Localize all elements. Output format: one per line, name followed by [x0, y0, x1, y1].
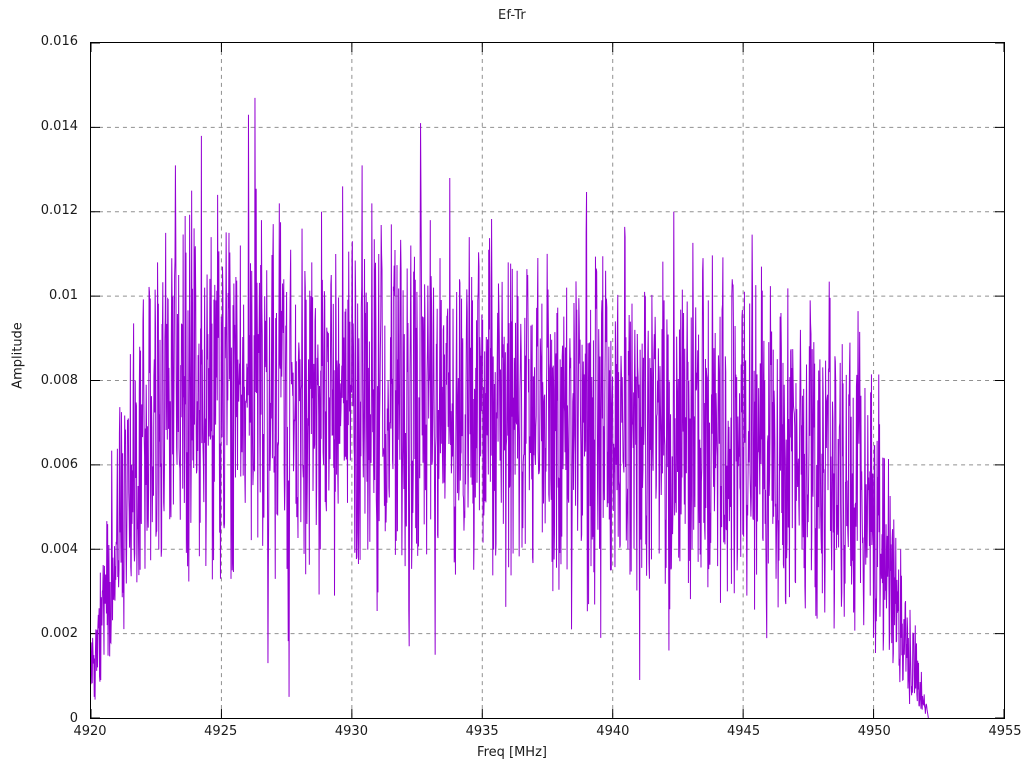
x-tick-label: 4950 — [857, 724, 891, 739]
y-axis-tick-labels: 0 0.002 0.004 0.006 0.008 0.01 0.012 0.014 0.016 — [0, 0, 78, 768]
y-tick-label: 0.006 — [40, 457, 78, 473]
x-tick-label: 4920 — [73, 724, 107, 739]
x-tick-label: 4935 — [465, 724, 499, 739]
plot-svg — [91, 43, 1004, 718]
y-tick-label: 0.016 — [40, 34, 78, 49]
y-tick-label: 0.004 — [40, 541, 78, 557]
tick-marks — [91, 43, 1004, 718]
y-tick-label: 0.01 — [49, 287, 78, 303]
x-tick-label: 4930 — [334, 724, 368, 739]
y-axis-label: Amplitude — [10, 322, 26, 389]
x-tick-label: 4925 — [204, 724, 238, 739]
y-tick-label: 0.012 — [40, 203, 78, 219]
chart-title: Ef-Tr — [498, 8, 526, 23]
x-tick-label: 4940 — [596, 724, 630, 739]
x-tick-label: 4955 — [988, 724, 1022, 739]
data-series-line — [91, 97, 929, 718]
x-tick-label: 4945 — [727, 724, 761, 739]
x-axis-tick-labels: 4920 4925 4930 4935 4940 4945 4950 4955 — [0, 725, 1024, 749]
y-tick-label: 0.002 — [40, 626, 78, 642]
y-tick-label: 0 — [69, 711, 78, 726]
y-tick-label: 0.008 — [40, 372, 78, 388]
plot-area — [90, 42, 1005, 719]
y-tick-label: 0.014 — [40, 118, 78, 134]
x-axis-label: Freq [MHz] — [477, 745, 547, 760]
